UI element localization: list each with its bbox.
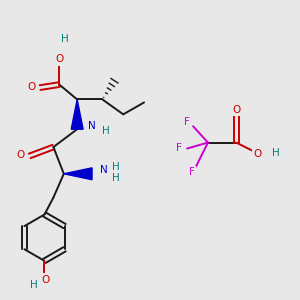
Text: H: H — [30, 280, 38, 290]
Text: H: H — [61, 34, 69, 44]
Text: N: N — [88, 121, 95, 131]
Text: H: H — [101, 126, 109, 136]
Text: O: O — [233, 105, 241, 115]
Text: H: H — [112, 162, 120, 172]
Text: H: H — [272, 148, 280, 158]
Text: F: F — [176, 143, 182, 153]
Text: O: O — [27, 82, 35, 92]
Polygon shape — [71, 100, 83, 129]
Text: O: O — [56, 54, 64, 64]
Text: O: O — [41, 274, 49, 285]
Text: O: O — [254, 148, 262, 159]
Text: O: O — [16, 150, 25, 160]
Text: N: N — [100, 165, 108, 175]
Polygon shape — [64, 168, 92, 180]
Text: F: F — [189, 167, 194, 177]
Text: F: F — [184, 117, 190, 127]
Text: H: H — [112, 173, 120, 183]
